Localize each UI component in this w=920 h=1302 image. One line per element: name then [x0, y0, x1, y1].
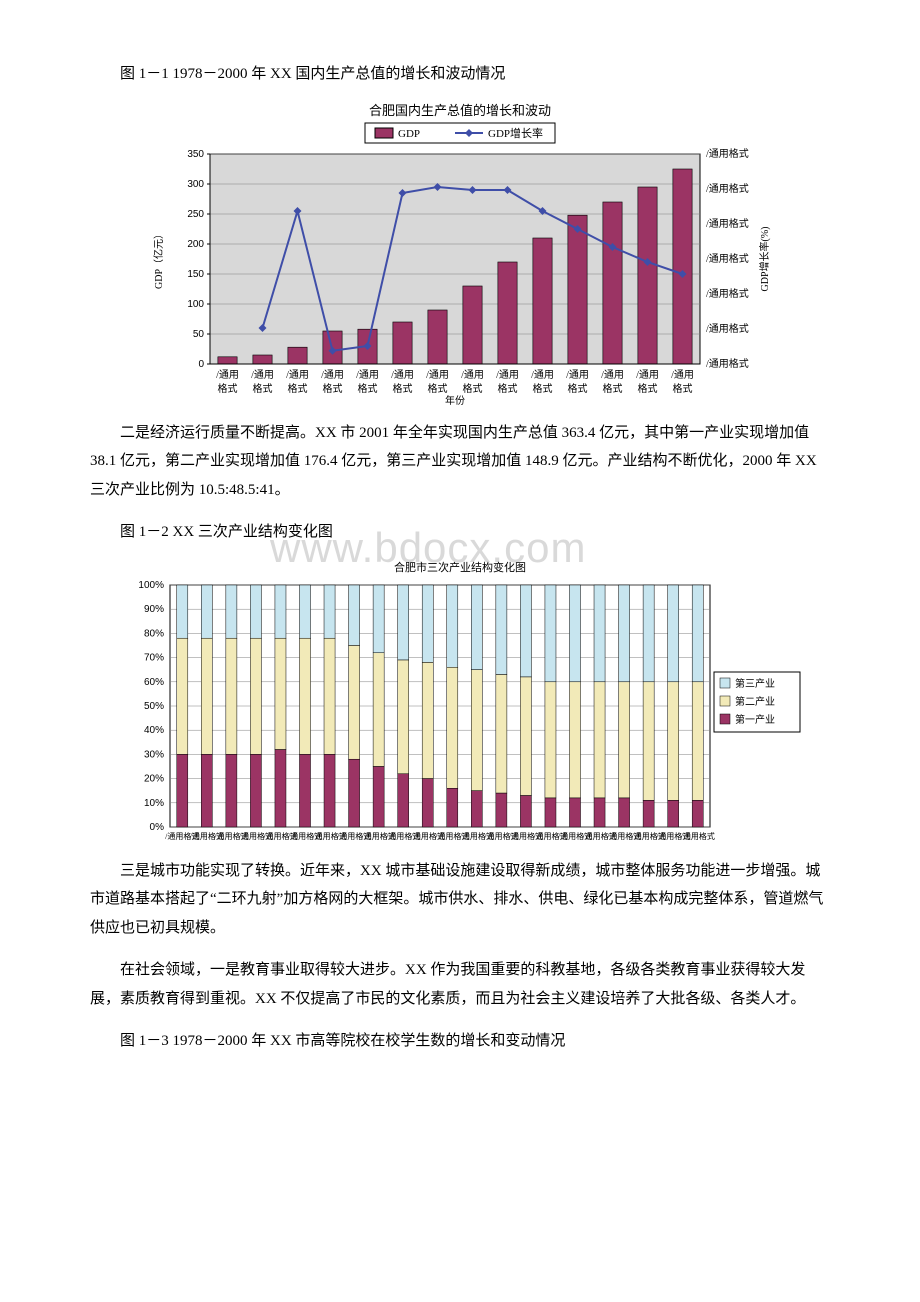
svg-text:/通用: /通用: [321, 369, 344, 381]
fig1-svg: 合肥国内生产总值的增长和波动 GDP GDP增长率 0 50 100 150 200 250 30…: [140, 99, 780, 419]
svg-text:80%: 80%: [144, 628, 164, 639]
svg-text:格式: 格式: [568, 382, 588, 395]
svg-text:/通用: /通用: [426, 369, 449, 381]
fig2-chart: 合肥市三次产业结构变化图 0% 10% 20% 30% 40% 50% 60% 70% 80% 90…: [90, 557, 830, 857]
svg-text:/通用格式: /通用格式: [706, 322, 749, 335]
svg-text:格式: 格式: [393, 382, 413, 395]
svg-text:/通用: /通用: [461, 369, 484, 381]
fig2-svg: 合肥市三次产业结构变化图 0% 10% 20% 30% 40% 50% 60% 70% 80% 90…: [110, 557, 810, 857]
svg-text:/通用格式: /通用格式: [706, 217, 749, 230]
svg-text:第二产业: 第二产业: [735, 695, 775, 708]
svg-text:350: 350: [187, 149, 204, 160]
svg-text:250: 250: [187, 209, 204, 220]
svg-text:GDP: GDP: [398, 128, 420, 140]
svg-text:90%: 90%: [144, 604, 164, 615]
svg-text:GDP增长率: GDP增长率: [488, 126, 543, 140]
svg-text:/通用: /通用: [391, 369, 414, 381]
svg-text:/通用: /通用: [356, 369, 379, 381]
svg-text:100%: 100%: [138, 580, 164, 591]
svg-text:/通用: /通用: [496, 369, 519, 381]
svg-text:格式: 格式: [603, 382, 623, 395]
paragraph-economy: 二是经济运行质量不断提高。XX 市 2001 年全年实现国内生产总值 363.4…: [90, 419, 830, 505]
paragraph-education: 在社会领域，一是教育事业取得较大进步。XX 作为我国重要的科教基地，各级各类教育…: [90, 956, 830, 1013]
svg-text:0: 0: [198, 359, 204, 370]
svg-text:GDP（亿元）: GDP（亿元）: [152, 228, 165, 288]
svg-text:/通用: /通用: [671, 369, 694, 381]
svg-text:/通用格式: /通用格式: [706, 252, 749, 265]
svg-text:格式: 格式: [428, 382, 448, 395]
svg-text:70%: 70%: [144, 652, 164, 663]
svg-text:/通用格式: /通用格式: [681, 831, 715, 841]
svg-text:GDP增长率(%): GDP增长率(%): [758, 226, 771, 291]
svg-text:/通用: /通用: [601, 369, 624, 381]
svg-text:/通用: /通用: [216, 369, 239, 381]
svg-text:50%: 50%: [144, 701, 164, 712]
svg-text:50: 50: [193, 329, 205, 340]
svg-text:100: 100: [187, 299, 204, 310]
svg-text:/通用格式: /通用格式: [706, 147, 749, 160]
svg-text:30%: 30%: [144, 749, 164, 760]
svg-text:10%: 10%: [144, 797, 164, 808]
svg-text:第三产业: 第三产业: [735, 677, 775, 690]
fig3-caption: 图 1－3 1978－2000 年 XX 市高等院校在校学生数的增长和变动情况: [90, 1027, 830, 1056]
svg-text:/通用: /通用: [566, 369, 589, 381]
svg-text:40%: 40%: [144, 725, 164, 736]
svg-text:/通用格式: /通用格式: [706, 287, 749, 300]
svg-text:20%: 20%: [144, 773, 164, 784]
svg-text:0%: 0%: [150, 822, 165, 833]
svg-text:格式: 格式: [498, 382, 518, 395]
svg-text:300: 300: [187, 179, 204, 190]
svg-text:/通用: /通用: [286, 369, 309, 381]
svg-text:/通用: /通用: [531, 369, 554, 381]
svg-text:格式: 格式: [323, 382, 343, 395]
svg-text:格式: 格式: [288, 382, 308, 395]
svg-text:150: 150: [187, 269, 204, 280]
svg-text:合肥国内生产总值的增长和波动: 合肥国内生产总值的增长和波动: [369, 103, 551, 118]
svg-text:合肥市三次产业结构变化图: 合肥市三次产业结构变化图: [394, 560, 526, 574]
svg-text:第一产业: 第一产业: [735, 713, 775, 726]
fig1-chart: 合肥国内生产总值的增长和波动 GDP GDP增长率 0 50 100 150 200 250 30…: [90, 99, 830, 419]
fig1-caption: 图 1－1 1978－2000 年 XX 国内生产总值的增长和波动情况: [90, 60, 830, 89]
svg-text:格式: 格式: [638, 382, 658, 395]
svg-text:60%: 60%: [144, 676, 164, 687]
svg-text:格式: 格式: [673, 382, 693, 395]
svg-text:/通用: /通用: [251, 369, 274, 381]
svg-text:格式: 格式: [358, 382, 378, 395]
svg-text:格式: 格式: [463, 382, 483, 395]
svg-text:格式: 格式: [533, 382, 553, 395]
svg-text:/通用格式: /通用格式: [706, 357, 749, 370]
svg-text:年份: 年份: [445, 394, 465, 407]
svg-text:/通用格式: /通用格式: [706, 182, 749, 195]
paragraph-city: 三是城市功能实现了转换。近年来，XX 城市基础设施建设取得新成绩，城市整体服务功…: [90, 857, 830, 943]
fig2-caption: 图 1－2 XX 三次产业结构变化图: [90, 518, 830, 547]
svg-text:/通用: /通用: [636, 369, 659, 381]
svg-text:格式: 格式: [253, 382, 273, 395]
svg-text:200: 200: [187, 239, 204, 250]
svg-text:格式: 格式: [218, 382, 238, 395]
